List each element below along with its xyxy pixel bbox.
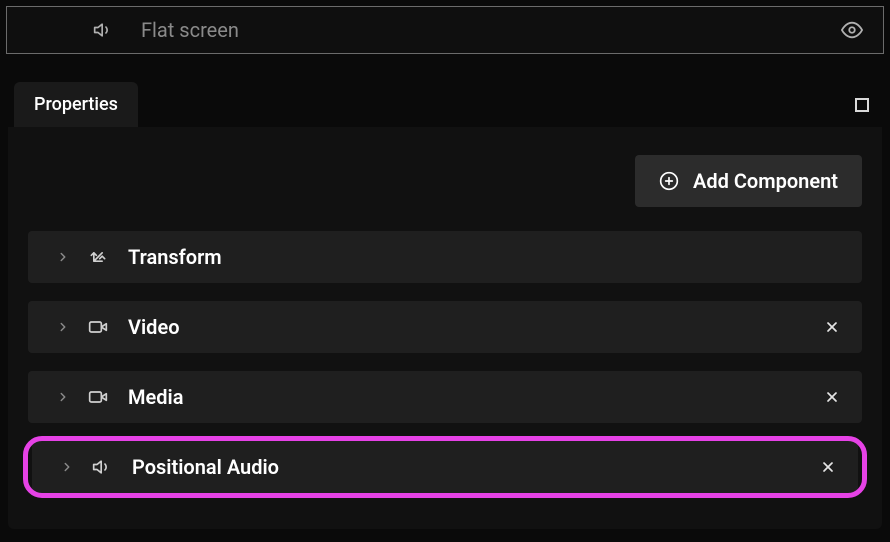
chevron-right-icon	[60, 460, 74, 474]
component-label: Transform	[128, 245, 840, 269]
header-bar: Flat screen	[6, 6, 884, 54]
video-icon	[88, 387, 110, 407]
tabs-row: Properties	[0, 60, 890, 127]
video-icon	[88, 317, 110, 337]
component-label: Media	[128, 385, 806, 409]
chevron-right-icon	[56, 250, 70, 264]
component-label: Positional Audio	[132, 455, 802, 479]
add-component-label: Add Component	[693, 169, 838, 193]
component-label: Video	[128, 315, 806, 339]
chevron-right-icon	[56, 320, 70, 334]
plus-circle-icon	[659, 171, 679, 191]
maximize-icon[interactable]	[854, 97, 870, 113]
remove-component-button[interactable]	[824, 389, 840, 405]
remove-component-button[interactable]	[824, 319, 840, 335]
speaker-icon	[92, 457, 114, 477]
component-row-transform[interactable]: Transform	[28, 231, 862, 283]
remove-component-button[interactable]	[820, 459, 836, 475]
add-component-button[interactable]: Add Component	[635, 155, 862, 207]
add-component-row: Add Component	[28, 155, 862, 207]
component-row-media[interactable]: Media	[28, 371, 862, 423]
transform-icon	[88, 247, 110, 267]
chevron-right-icon	[56, 390, 70, 404]
visibility-icon[interactable]	[841, 19, 863, 41]
properties-panel: Add Component Transform Video Medi	[8, 127, 882, 529]
component-row-video[interactable]: Video	[28, 301, 862, 353]
speaker-icon	[93, 20, 113, 40]
component-row-positional-audio[interactable]: Positional Audio	[32, 441, 858, 493]
tab-properties[interactable]: Properties	[14, 82, 138, 127]
component-row-highlight: Positional Audio	[28, 441, 862, 493]
header-title: Flat screen	[141, 18, 841, 42]
